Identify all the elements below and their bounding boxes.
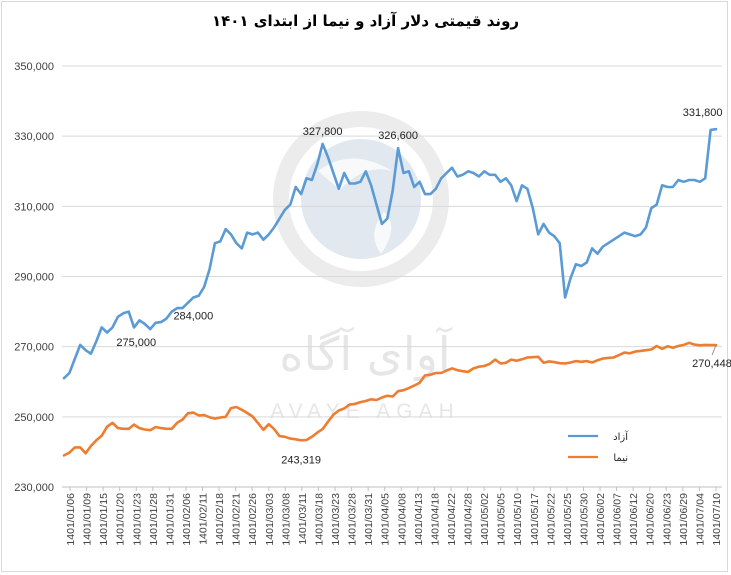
data-label: 270,448 <box>692 358 731 370</box>
x-tick-label: 1401/06/12 <box>628 493 640 546</box>
x-tick-label: 1401/05/30 <box>578 493 590 546</box>
y-tick-label: 330,000 <box>14 131 54 143</box>
x-tick-label: 1401/05/22 <box>545 493 557 546</box>
x-tick-label: 1401/05/25 <box>562 493 574 546</box>
x-tick-label: 1401/02/26 <box>247 493 259 546</box>
x-tick-label: 1401/04/28 <box>463 493 475 546</box>
y-tick-label: 250,000 <box>14 412 54 424</box>
y-tick-label: 230,000 <box>14 482 54 494</box>
x-tick-label: 1401/03/23 <box>330 493 342 546</box>
y-tick-label: 270,000 <box>14 342 54 354</box>
x-tick-label: 1401/02/21 <box>231 493 243 546</box>
x-tick-label: 1401/07/10 <box>711 493 723 546</box>
data-label: 326,600 <box>378 130 418 142</box>
chart-title: روند قیمتی دلار آزاد و نیما از ابتدای ۱۴… <box>211 12 520 30</box>
x-tick-label: 1401/01/09 <box>82 493 94 546</box>
x-tick-label: 1401/06/29 <box>678 493 690 546</box>
x-tick-label: 1401/05/17 <box>529 493 541 546</box>
x-tick-label: 1401/05/02 <box>479 493 491 546</box>
y-tick-label: 350,000 <box>14 61 54 73</box>
x-tick-label: 1401/01/23 <box>131 493 143 546</box>
data-label: 243,319 <box>281 454 321 466</box>
watermark-text-en: AVAYE AGAH <box>270 400 460 423</box>
y-tick-label: 290,000 <box>14 272 54 284</box>
x-tick-label: 1401/03/03 <box>264 493 276 546</box>
x-tick-label: 1401/01/15 <box>98 493 110 546</box>
x-tick-label: 1401/02/11 <box>198 493 210 545</box>
legend-label-nima: نیما <box>613 453 628 464</box>
series-line-azad <box>62 127 718 380</box>
watermark-logo <box>273 111 449 287</box>
x-tick-label: 1401/04/08 <box>396 493 408 546</box>
x-tick-label: 1401/01/31 <box>164 493 176 546</box>
x-tick-label: 1401/03/31 <box>363 493 375 546</box>
x-tick-label: 1401/01/20 <box>115 493 127 546</box>
data-label: 284,000 <box>173 311 213 323</box>
x-tick-label: 1401/01/28 <box>148 493 160 546</box>
series-line-nima <box>62 341 718 457</box>
x-tick-label: 1401/04/13 <box>413 493 425 546</box>
x-tick-label: 1401/02/18 <box>214 493 226 546</box>
x-tick-label: 1401/01/06 <box>65 493 77 546</box>
annotation-leader <box>711 344 717 356</box>
x-tick-label: 1401/06/23 <box>661 493 673 546</box>
x-tick-label: 1401/06/02 <box>595 493 607 546</box>
x-tick-label: 1401/06/20 <box>645 493 657 546</box>
x-tick-label: 1401/03/11 <box>297 493 309 545</box>
x-tick-label: 1401/05/05 <box>496 493 508 546</box>
x-tick-label: 1401/05/10 <box>512 493 524 546</box>
x-tick-label: 1401/04/18 <box>429 493 441 546</box>
watermark-text-fa: آوای آگاه <box>279 327 452 382</box>
legend-label-azad: آزاد <box>613 430 629 443</box>
data-label: 275,000 <box>116 337 156 349</box>
x-tick-label: 1401/03/08 <box>280 493 292 546</box>
legend: آزاد نیما <box>568 430 629 464</box>
data-label: 331,800 <box>683 107 723 119</box>
x-tick-label: 1401/04/22 <box>446 493 458 546</box>
y-tick-label: 310,000 <box>14 201 54 213</box>
x-tick-label: 1401/07/04 <box>694 493 706 546</box>
x-tick-label: 1401/04/05 <box>380 493 392 546</box>
data-label: 327,800 <box>303 126 343 138</box>
x-tick-label: 1401/06/07 <box>612 493 624 546</box>
x-tick-label: 1401/03/18 <box>313 493 325 546</box>
x-tick-label: 1401/02/06 <box>181 493 193 546</box>
x-tick-label: 1401/03/28 <box>347 493 359 546</box>
